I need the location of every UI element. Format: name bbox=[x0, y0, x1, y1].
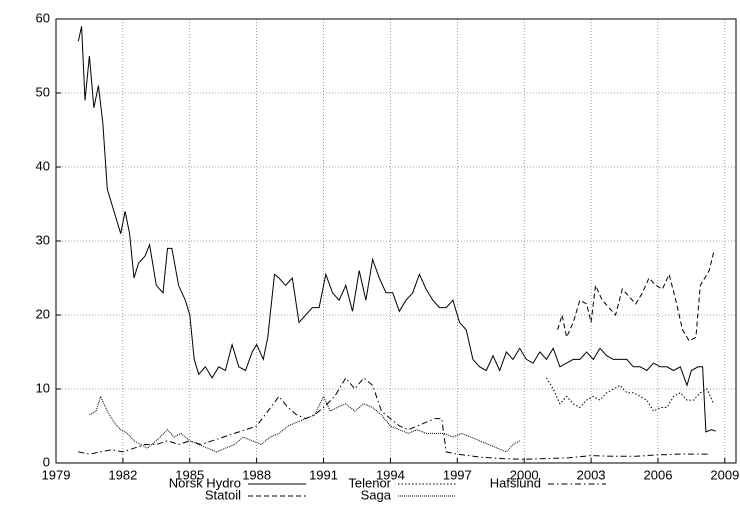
series-line bbox=[546, 377, 715, 412]
y-tick-label: 50 bbox=[36, 84, 50, 99]
x-tick-label: 2003 bbox=[577, 467, 606, 482]
x-tick-label: 1991 bbox=[309, 467, 338, 482]
x-tick-label: 1997 bbox=[443, 467, 472, 482]
legend-label: Hafslund bbox=[490, 475, 541, 490]
y-tick-label: 10 bbox=[36, 380, 50, 395]
legend-label: Telenor bbox=[348, 475, 391, 490]
series-line bbox=[78, 377, 710, 460]
x-tick-label: 2009 bbox=[710, 467, 739, 482]
x-tick-label: 2006 bbox=[644, 467, 673, 482]
series-line bbox=[557, 251, 715, 342]
x-tick-label: 1979 bbox=[42, 467, 71, 482]
y-tick-label: 60 bbox=[36, 10, 50, 25]
x-tick-label: 1982 bbox=[108, 467, 137, 482]
x-tick-label: 1988 bbox=[242, 467, 271, 482]
x-tick-label: 1994 bbox=[376, 467, 405, 482]
series-line bbox=[89, 394, 520, 453]
legend-label: Statoil bbox=[205, 487, 241, 502]
series-line bbox=[77, 26, 717, 433]
legend-label: Saga bbox=[361, 487, 392, 502]
plot-frame bbox=[55, 18, 737, 464]
y-tick-label: 30 bbox=[36, 232, 50, 247]
y-tick-label: 0 bbox=[43, 454, 50, 469]
x-tick-label: 2000 bbox=[510, 467, 539, 482]
x-tick-label: 1985 bbox=[175, 467, 204, 482]
legend-label: Norsk Hydro bbox=[169, 475, 241, 490]
y-tick-label: 40 bbox=[36, 158, 50, 173]
y-tick-label: 20 bbox=[36, 306, 50, 321]
